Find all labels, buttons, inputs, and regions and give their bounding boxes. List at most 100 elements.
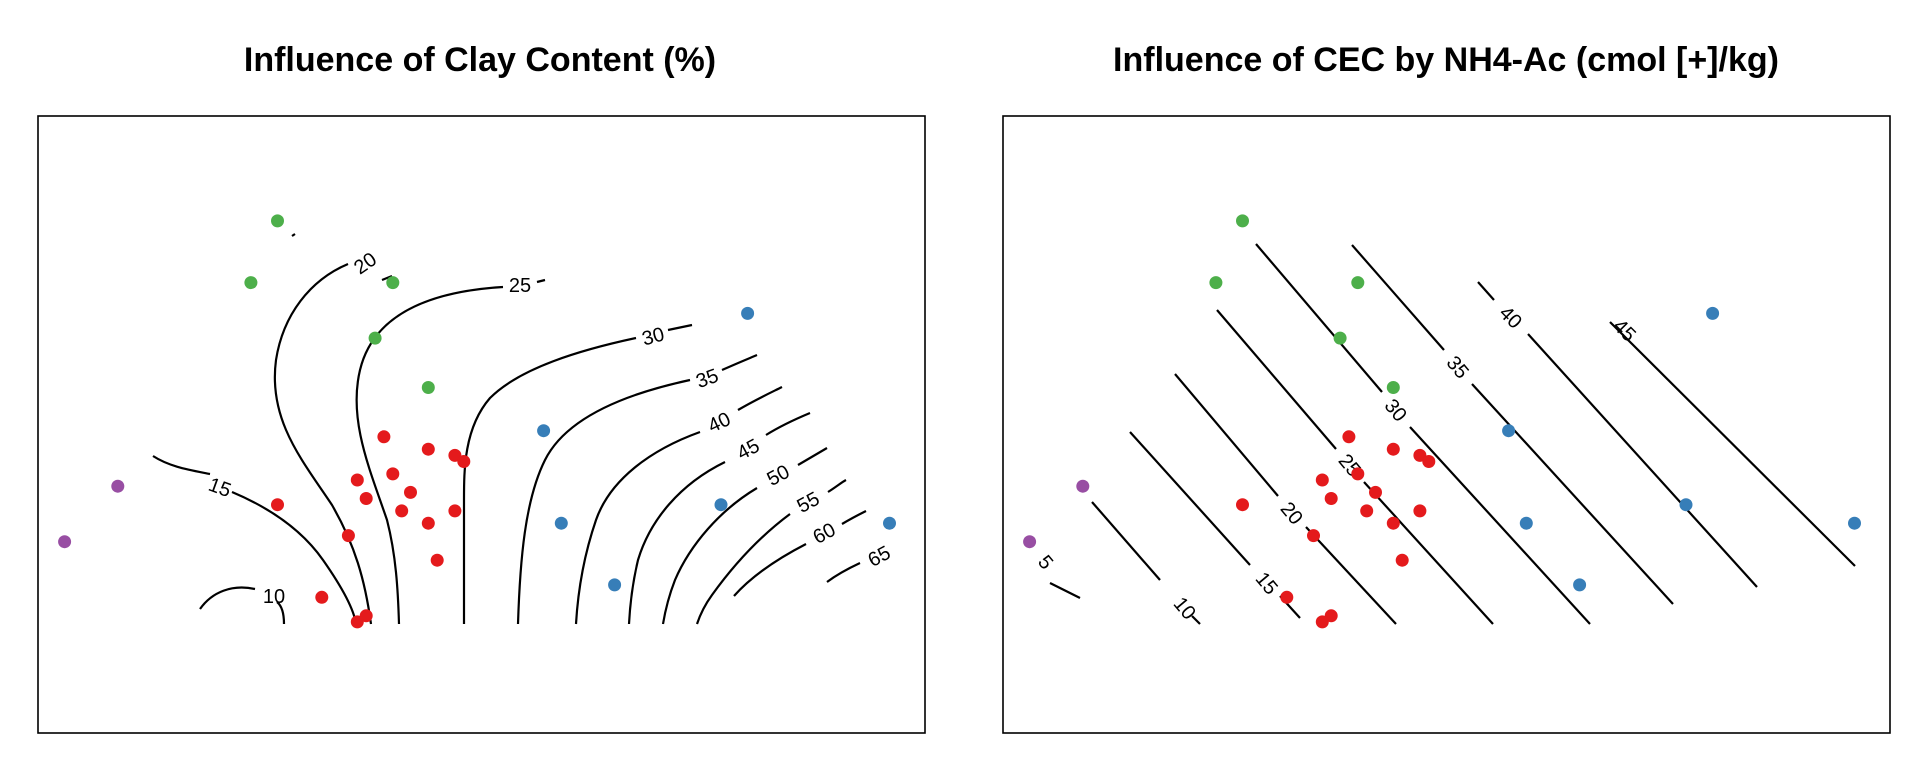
data-point (448, 504, 462, 518)
contour-line-30 (667, 323, 693, 332)
contour-line-55 (827, 479, 847, 493)
plot-frame (1002, 115, 1891, 734)
contour-line-45 (627, 461, 726, 625)
contour-line-10 (1091, 501, 1161, 581)
contour-label: 15 (205, 474, 233, 502)
data-point (395, 504, 409, 518)
contour-line-35 (1351, 244, 1445, 351)
data-point (1307, 529, 1320, 543)
data-point (1369, 485, 1382, 499)
data-point (421, 516, 435, 530)
data-point (537, 424, 551, 438)
contour-line-50 (661, 487, 758, 625)
data-point (1324, 492, 1338, 505)
contour-line-20 (291, 233, 296, 237)
contour-line-40 (737, 386, 783, 411)
data-point (457, 455, 471, 468)
data-point (386, 467, 400, 481)
contour-label: 20 (350, 248, 381, 279)
contour-line-30 (462, 336, 637, 624)
contour-label: 30 (1380, 395, 1411, 426)
contour-label: 50 (763, 461, 793, 491)
contour-line-20 (1305, 526, 1397, 625)
scatter-points (1023, 214, 1861, 629)
data-point (1706, 306, 1720, 320)
data-point (350, 473, 364, 487)
data-point (1236, 214, 1249, 228)
contour-line-25 (355, 285, 504, 625)
data-point (1395, 553, 1409, 567)
contour-line-40 (1477, 281, 1495, 301)
contour-line-30 (1255, 243, 1383, 393)
panel-clay-content: Influence of Clay Content (%) 10 15 20 2… (37, 41, 926, 734)
data-point (608, 578, 622, 592)
data-point (1386, 381, 1400, 394)
contour-label: 65 (864, 542, 894, 572)
data-point (315, 590, 329, 604)
contour-line-55 (695, 513, 791, 625)
contour-label: 20 (1276, 498, 1307, 529)
data-point (386, 276, 400, 290)
data-point (421, 442, 435, 456)
data-point (58, 535, 72, 549)
contour-line-45 (1609, 321, 1856, 567)
scatter-points (58, 214, 896, 629)
contour-line-35 (516, 378, 691, 625)
data-point (1848, 516, 1861, 530)
contour-label: 30 (640, 323, 667, 350)
contour-label: 10 (263, 586, 285, 608)
data-point (1360, 504, 1374, 518)
contour-label: 35 (693, 365, 721, 393)
data-point (1519, 516, 1533, 530)
contour-label: 15 (1251, 568, 1282, 599)
contour-line-65 (826, 562, 861, 583)
data-point (1333, 331, 1347, 345)
data-point (377, 430, 391, 444)
contour-line-50 (797, 447, 828, 466)
contour-line-10 (276, 601, 286, 625)
contour-line-15 (1129, 431, 1251, 566)
data-point (1280, 590, 1294, 604)
data-point (1413, 504, 1427, 518)
contour-label: 35 (1442, 352, 1473, 383)
contour-line-25 (536, 278, 546, 284)
contour-line-15 (231, 490, 358, 625)
chart-title: Influence of Clay Content (%) (244, 41, 716, 79)
data-point (554, 516, 568, 530)
data-point (404, 485, 417, 499)
contour-line-20 (1174, 373, 1279, 497)
data-point (883, 516, 896, 530)
data-point (1351, 276, 1365, 290)
contour-line-15 (152, 455, 211, 476)
data-point (341, 529, 355, 543)
contour-label: 40 (705, 408, 734, 437)
data-point (1573, 578, 1587, 592)
contour-line-40 (1527, 333, 1758, 588)
data-point (1315, 615, 1329, 629)
data-point (271, 214, 284, 228)
data-point (1342, 430, 1356, 444)
contour-line-40 (574, 430, 701, 625)
contour-label: 45 (1609, 315, 1640, 346)
data-point (741, 306, 755, 320)
contour-label: 25 (509, 275, 531, 297)
contour-line-10 (1191, 615, 1201, 625)
contour-label: 5 (1033, 551, 1057, 574)
contour-line-45 (765, 411, 811, 436)
data-point (1236, 498, 1249, 512)
contour-line-60 (733, 543, 807, 597)
data-point (368, 331, 382, 345)
data-point (1386, 442, 1400, 456)
panel-cec: Influence of CEC by NH4-Ac (cmol [+]/kg)… (1002, 41, 1891, 734)
data-point (714, 498, 728, 512)
chart-title: Influence of CEC by NH4-Ac (cmol [+]/kg) (1113, 41, 1779, 79)
contour-line-35 (1471, 383, 1674, 605)
data-point (1315, 473, 1329, 487)
contour-line-5 (1049, 582, 1081, 599)
contour-label: 60 (809, 519, 839, 549)
data-point (1351, 467, 1365, 481)
contour-label: 55 (793, 488, 823, 518)
contour-line-10 (199, 586, 256, 610)
data-point (1076, 479, 1090, 493)
